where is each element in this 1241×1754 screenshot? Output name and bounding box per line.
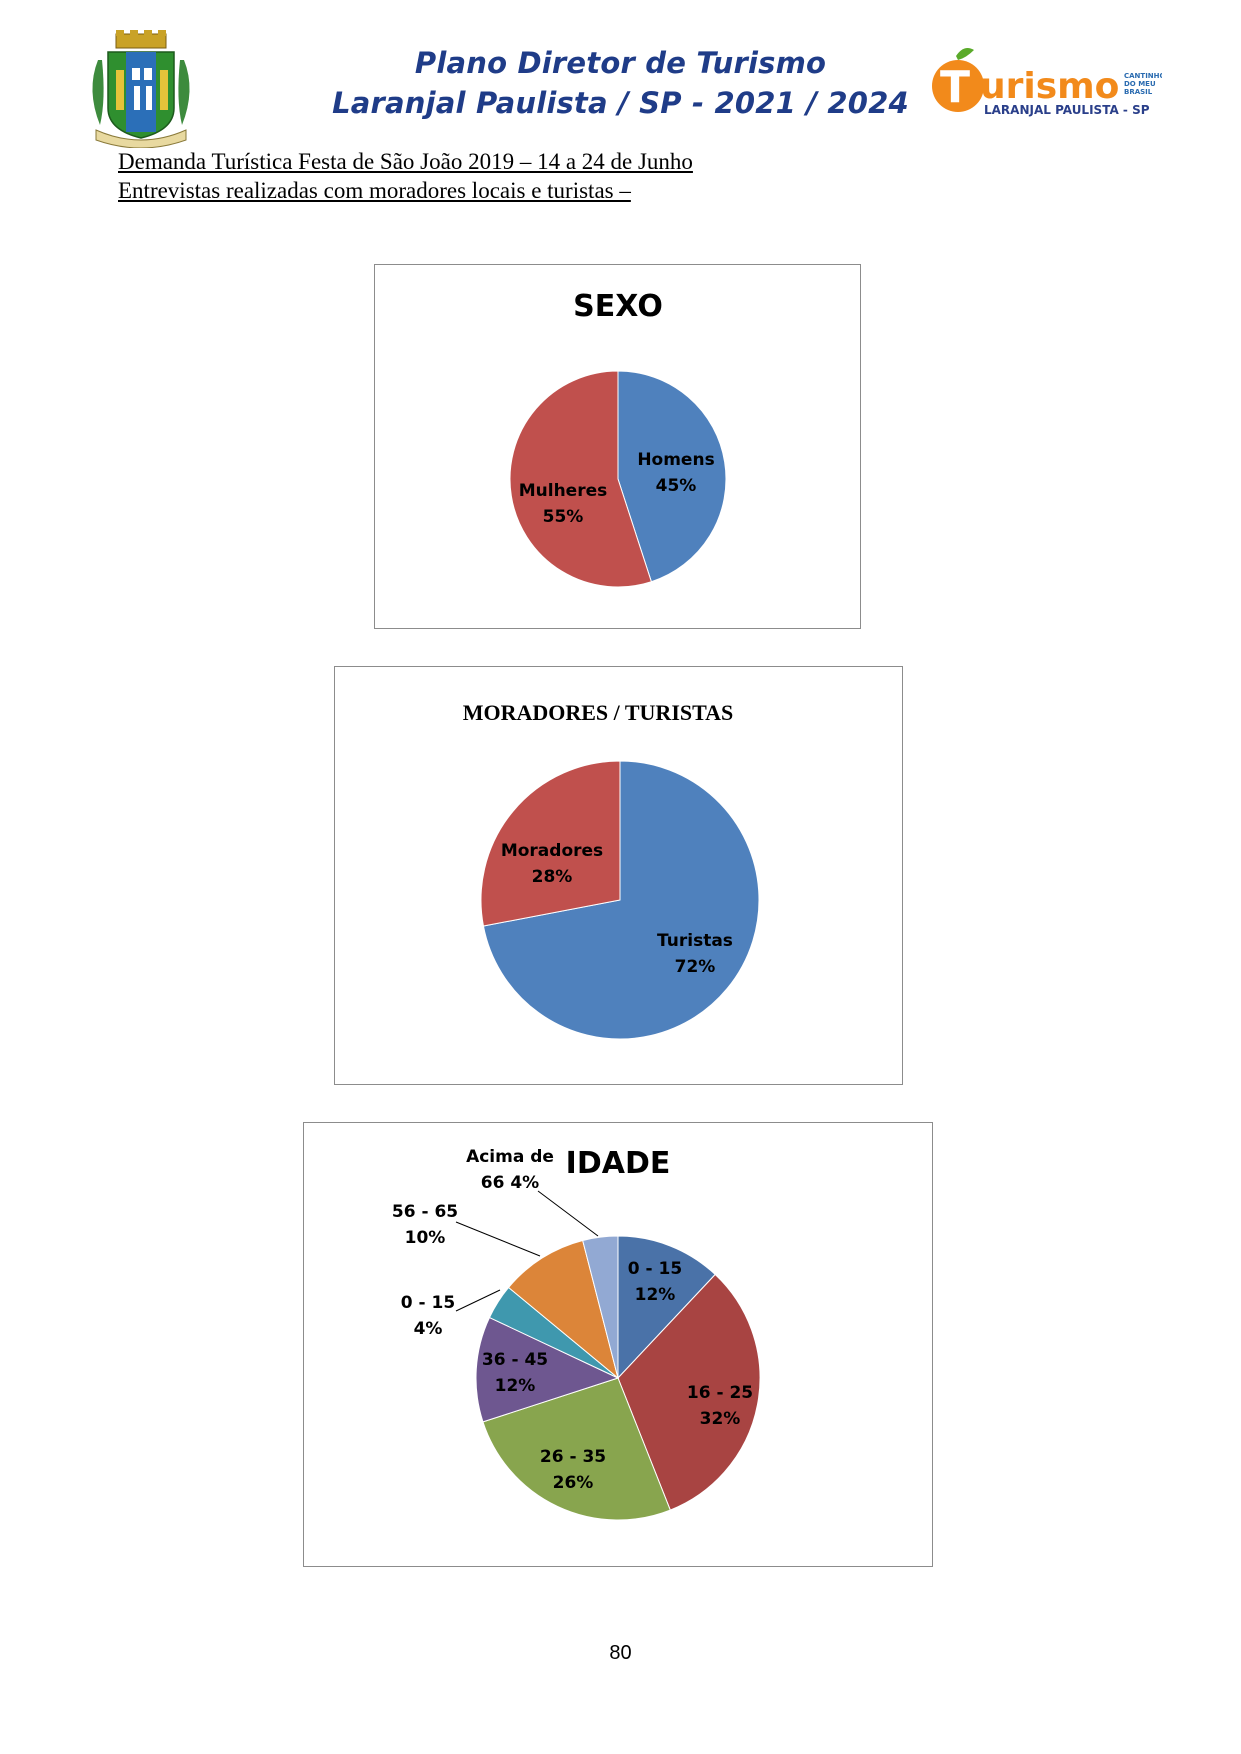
chart-title-idade: IDADE: [566, 1146, 671, 1181]
data-label-idade-36-45-3: 36 - 45 12%: [482, 1350, 548, 1396]
svg-text:DO MEU: DO MEU: [1124, 80, 1156, 88]
data-label-idade-16-25-1: 16 - 25 32%: [687, 1383, 753, 1429]
document-title-line1: Plano Diretor de Turismo: [414, 46, 827, 80]
data-label-idade-0-15-4: 0 - 15 4%: [401, 1293, 455, 1339]
data-label-sexo-homens-0: Homens 45%: [637, 450, 714, 496]
svg-text:LARANJAL PAULISTA - SP: LARANJAL PAULISTA - SP: [984, 103, 1150, 117]
pie-slice-idade-56-65-5: [507, 1239, 619, 1380]
data-label-idade-56-65-5: 56 - 65 10%: [392, 1202, 458, 1248]
leader-line-idade-4: [455, 1289, 501, 1312]
pie-slice-idade-0-15-0: [617, 1235, 716, 1380]
data-label-moradores-turistas-moradores-1: Moradores 28%: [501, 841, 603, 887]
chart-title-sexo: SEXO: [573, 289, 663, 324]
pie-slice-sexo-homens-0: [617, 370, 727, 583]
data-label-idade-0-15-0: 0 - 15 12%: [628, 1259, 682, 1305]
section-heading-line2: Entrevistas realizadas com moradores loc…: [118, 178, 631, 203]
data-label-idade-26-35-2: 26 - 35 26%: [540, 1447, 606, 1493]
pie-slice-idade-16-25-1: [617, 1273, 761, 1511]
data-label-moradores-turistas-turistas-0: Turistas 72%: [657, 931, 733, 977]
svg-text:T: T: [940, 62, 970, 113]
section-heading-line1: Demanda Turística Festa de São João 2019…: [118, 149, 693, 174]
pie-slice-idade-acima-de-66-6: [582, 1235, 619, 1379]
leader-line-idade-6: [537, 1190, 599, 1237]
pie-slice-moradores-turistas-moradores-1: [480, 760, 621, 927]
svg-text:BRASIL: BRASIL: [1124, 88, 1153, 96]
pie-slice-idade-36-45-3: [475, 1316, 620, 1423]
svg-text:CANTINHO: CANTINHO: [1124, 72, 1162, 80]
data-label-idade-acima-de-66-6: Acima de 66 4%: [466, 1147, 554, 1193]
leader-line-idade-5: [455, 1221, 541, 1257]
svg-text:urismo: urismo: [980, 66, 1119, 107]
data-label-sexo-mulheres-1: Mulheres 55%: [519, 481, 608, 527]
pie-slice-moradores-turistas-turistas-0: [482, 760, 760, 1040]
turismo-logo-icon: T urismo CANTINHO DO MEU BRASIL LARANJAL…: [932, 48, 1162, 117]
chart-title-moradores-turistas: MORADORES / TURISTAS: [463, 700, 734, 725]
document-title-line2: Laranjal Paulista / SP - 2021 / 2024: [332, 86, 909, 120]
pie-slice-idade-26-35-2: [482, 1377, 671, 1521]
municipal-coat-of-arms-icon: [92, 30, 190, 148]
pie-slice-sexo-mulheres-1: [509, 370, 653, 588]
page-number: 80: [609, 1642, 632, 1664]
